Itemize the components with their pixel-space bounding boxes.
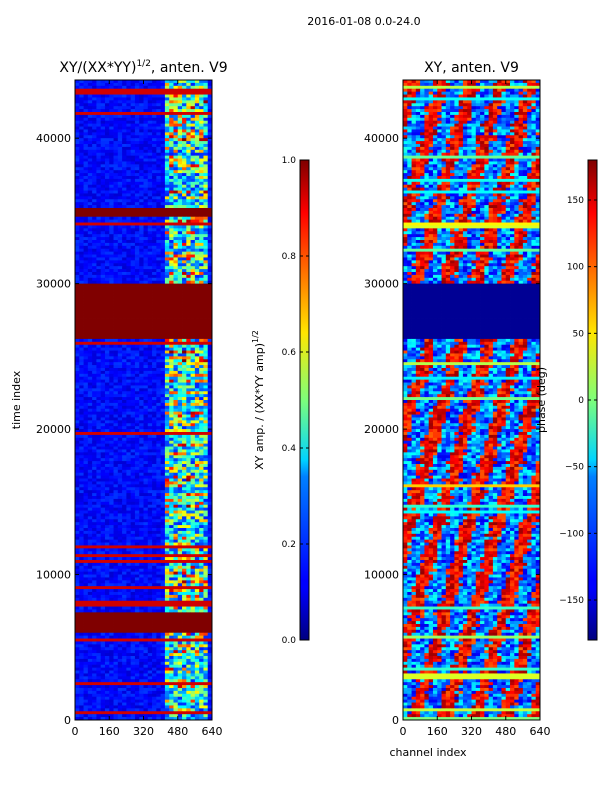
colorbar-tick-label: 0.6 <box>282 348 297 358</box>
amplitude-colorbar: 0.0 0.2 0.4 0.6 0.8 1.0 XY amp. / (XX*YY amp)… <box>251 156 310 646</box>
phase-heatmap <box>403 80 540 720</box>
y-tick-label: 10000 <box>36 569 71 582</box>
amplitude-colorbar-ticks: 0.0 0.2 0.4 0.6 0.8 1.0 <box>282 156 309 646</box>
colorbar-tick-label: 100 <box>567 263 584 273</box>
colorbar-tick-label: −100 <box>559 529 584 539</box>
colorbar-tick-label: 0 <box>578 396 584 406</box>
amplitude-heatmap <box>75 80 212 720</box>
colorbar-tick-label: −50 <box>565 463 584 473</box>
y-tick-label: 10000 <box>364 569 399 582</box>
phase-colorbar-ticks: −150 −100 −50 0 50 100 150 <box>559 196 597 606</box>
colorbar-tick-label: 0.2 <box>282 540 296 550</box>
phase-x-axis-label: channel index <box>389 746 467 759</box>
amplitude-colorbar-label: XY amp. / (XX*YY amp)1/2 <box>251 330 266 470</box>
amplitude-y-axis-label: time index <box>10 370 23 429</box>
phase-panel-title: XY, anten. V9 <box>424 60 519 76</box>
y-tick-label: 0 <box>64 714 71 727</box>
amplitude-panel-title: XY/(XX*YY)1/2, anten. V9 <box>59 59 227 76</box>
colorbar-tick-label: 50 <box>573 329 585 339</box>
colorbar-tick-label: 0.4 <box>282 444 297 454</box>
y-tick-label: 40000 <box>36 132 71 145</box>
x-tick-label: 320 <box>133 725 154 738</box>
x-tick-label: 320 <box>461 725 482 738</box>
x-tick-label: 480 <box>495 725 516 738</box>
x-tick-label: 160 <box>427 725 448 738</box>
colorbar-tick-label: −150 <box>559 596 584 606</box>
x-tick-label: 480 <box>167 725 188 738</box>
x-tick-label: 0 <box>72 725 79 738</box>
y-tick-label: 40000 <box>364 132 399 145</box>
x-tick-label: 640 <box>202 725 223 738</box>
colorbar-tick-label: 150 <box>567 196 584 206</box>
y-tick-label: 20000 <box>364 423 399 436</box>
x-tick-label: 0 <box>400 725 407 738</box>
y-tick-label: 30000 <box>364 278 399 291</box>
y-tick-label: 30000 <box>36 278 71 291</box>
x-tick-label: 160 <box>99 725 120 738</box>
phase-colorbar-label: phase (deg) <box>535 367 548 433</box>
amplitude-axes-ticks: 0 160 320 480 640 0 10000 20000 30000 40000 <box>36 80 223 738</box>
phase-axes-ticks: 0 160 320 480 640 0 10000 20000 30000 40000 <box>364 80 551 738</box>
colorbar-tick-label: 1.0 <box>282 156 297 166</box>
amplitude-panel: XY/(XX*YY)1/2, anten. V9 0 160 320 480 640 0 1… <box>10 59 228 738</box>
colorbar-tick-label: 0.8 <box>282 252 297 262</box>
amplitude-colorbar-gradient <box>299 159 310 641</box>
x-tick-label: 640 <box>530 725 551 738</box>
figure-title: 2016-01-08 0.0-24.0 <box>307 15 420 28</box>
colorbar-tick-label: 0.0 <box>282 636 297 646</box>
phase-colorbar: −150 −100 −50 0 50 100 150 phase (deg) <box>535 159 598 641</box>
y-tick-label: 0 <box>392 714 399 727</box>
y-tick-label: 20000 <box>36 423 71 436</box>
phase-panel: XY, anten. V9 0 160 320 480 640 0 10000 20000 30… <box>364 60 551 759</box>
